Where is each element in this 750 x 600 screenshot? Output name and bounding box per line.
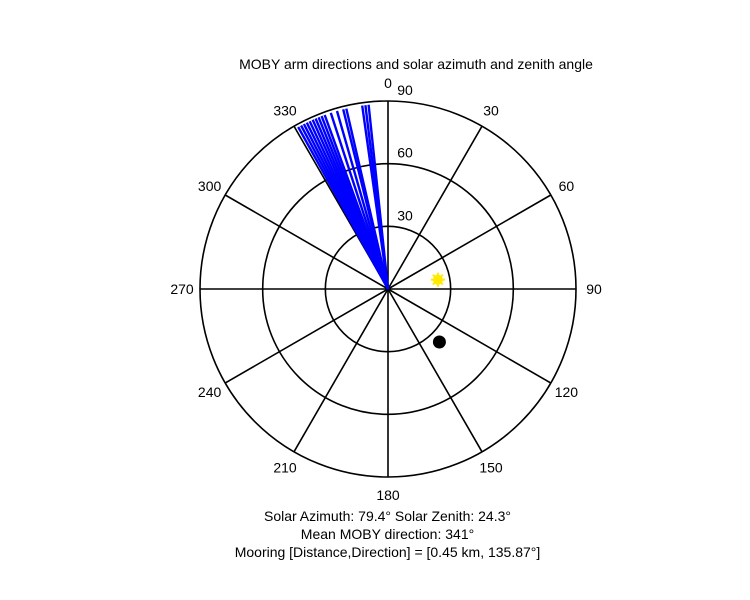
angle-tick-label-90: 90 (586, 281, 602, 297)
angle-tick-label-120: 120 (555, 384, 579, 400)
angle-tick-label-300: 300 (198, 178, 222, 194)
mooring-caption: Mooring [Distance,Direction] = [0.45 km,… (234, 544, 541, 560)
angle-tick-label-270: 270 (170, 281, 194, 297)
spoke-120 (387, 288, 552, 384)
mooring-marker (432, 335, 446, 349)
angle-tick-label-330: 330 (273, 103, 297, 119)
spoke-30 (387, 125, 483, 290)
polar-grid (199, 100, 577, 478)
angle-tick-label-150: 150 (479, 459, 503, 475)
radial-tick-label-60: 60 (397, 145, 413, 161)
markers (430, 272, 446, 349)
sun-marker (430, 272, 445, 287)
tick-labels: 0 30 60 90 120 150 180 210 240 270 300 330 30 60 90 (170, 75, 602, 503)
sun-marker-ray (432, 273, 444, 286)
angle-tick-label-60: 60 (559, 178, 575, 194)
radial-tick-label-90: 90 (397, 82, 413, 98)
arm-line-347 (345, 108, 390, 290)
radial-tick-label-30: 30 (397, 207, 413, 223)
spoke-210 (293, 288, 389, 453)
spoke-60 (387, 194, 552, 290)
angle-tick-label-30: 30 (483, 103, 499, 119)
spoke-150 (387, 288, 483, 453)
arm-directions (297, 104, 390, 290)
angle-tick-label-180: 180 (376, 487, 400, 503)
spoke-300 (224, 194, 389, 290)
angle-tick-label-210: 210 (273, 459, 297, 475)
spoke-240 (224, 288, 389, 384)
solar-caption: Solar Azimuth: 79.4° Solar Zenith: 24.3° (264, 508, 511, 524)
chart-title: MOBY arm directions and solar azimuth an… (239, 56, 593, 72)
angle-tick-label-0: 0 (384, 75, 392, 91)
angle-tick-label-240: 240 (198, 384, 222, 400)
arm-line-354 (367, 104, 390, 290)
mean-direction-caption: Mean MOBY direction: 341° (300, 526, 475, 542)
